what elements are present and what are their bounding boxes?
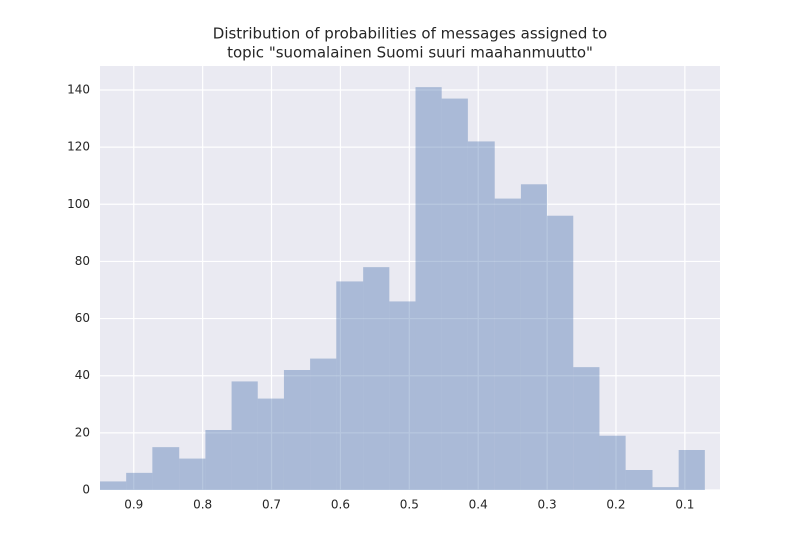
- bar: [336, 281, 364, 490]
- bar: [573, 367, 600, 490]
- bar: [520, 184, 548, 491]
- bar: [205, 430, 232, 490]
- bar: [599, 435, 626, 490]
- bar: [152, 447, 180, 490]
- x-tick-label: 0.8: [193, 498, 212, 512]
- y-tick-label: 0: [82, 483, 90, 497]
- x-tick-label: 0.7: [262, 498, 281, 512]
- bar: [310, 358, 337, 490]
- x-tick-label: 0.1: [675, 498, 694, 512]
- chart-title: topic "suomalainen Suomi suuri maahanmuu…: [227, 44, 593, 62]
- bar: [415, 87, 442, 491]
- bar: [363, 267, 390, 490]
- bar: [257, 398, 284, 490]
- bar: [283, 370, 311, 490]
- bar: [652, 487, 679, 490]
- y-tick-label: 80: [75, 254, 90, 268]
- y-tick-label: 40: [75, 368, 90, 382]
- bar: [494, 198, 521, 491]
- plot-area: [100, 66, 720, 490]
- bar: [467, 141, 495, 490]
- chart-title: Distribution of probabilities of message…: [213, 25, 607, 43]
- x-tick-label: 0.6: [331, 498, 350, 512]
- bar: [441, 98, 468, 491]
- x-tick-label: 0.5: [400, 498, 419, 512]
- y-tick-label: 20: [75, 425, 90, 439]
- x-tick-label: 0.2: [606, 498, 625, 512]
- bar: [231, 381, 258, 490]
- y-tick-label: 120: [67, 140, 90, 154]
- x-tick-label: 0.9: [124, 498, 143, 512]
- y-tick-label: 140: [67, 83, 90, 97]
- bar: [678, 450, 705, 490]
- bar: [625, 470, 653, 490]
- bar: [547, 215, 574, 490]
- y-tick-label: 60: [75, 311, 90, 325]
- bar: [100, 481, 127, 490]
- bar: [126, 472, 153, 490]
- y-tick-label: 100: [67, 197, 90, 211]
- x-tick-label: 0.4: [469, 498, 488, 512]
- bar: [389, 301, 416, 490]
- bar: [179, 458, 206, 490]
- x-tick-label: 0.3: [538, 498, 557, 512]
